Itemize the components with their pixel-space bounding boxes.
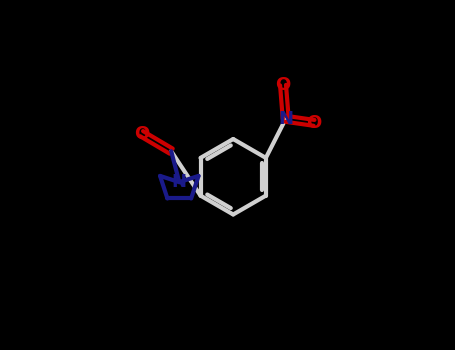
Text: O: O — [134, 125, 149, 143]
Text: N: N — [278, 110, 293, 128]
Text: N: N — [172, 173, 187, 191]
Text: O: O — [306, 114, 322, 132]
Text: O: O — [275, 76, 291, 94]
